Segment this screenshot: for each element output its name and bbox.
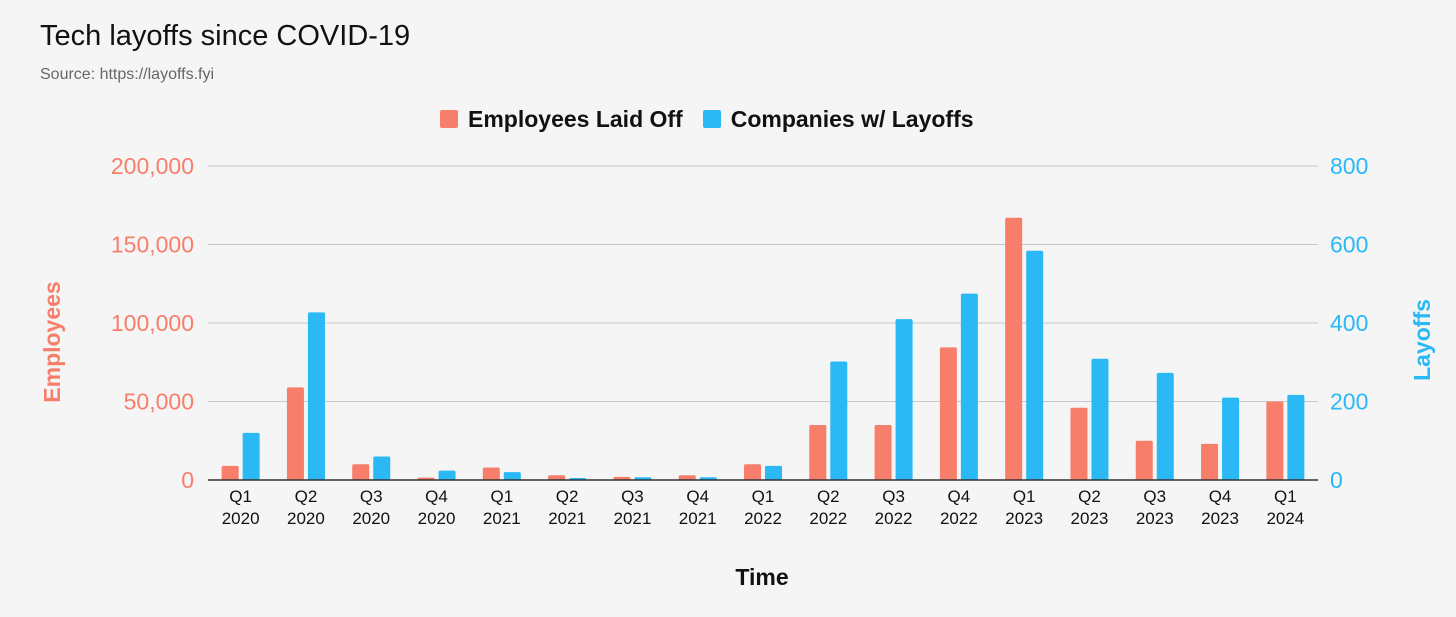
legend-label-employees: Employees Laid Off <box>468 105 683 132</box>
bar-employees-laid-off <box>1070 407 1088 480</box>
bar-companies-with-layoffs <box>1222 397 1240 480</box>
x-tick-label: 2023 <box>1201 509 1239 528</box>
bar-employees-laid-off <box>548 475 566 480</box>
x-tick-label: Q1 <box>752 487 775 506</box>
x-tick-label: 2020 <box>418 509 456 528</box>
bar-companies-with-layoffs <box>307 312 325 480</box>
x-tick-label: 2021 <box>613 509 651 528</box>
y-tick-label-right: 400 <box>1330 310 1368 336</box>
y-tick-label-left: 200,000 <box>111 153 194 179</box>
bar-employees-laid-off <box>1005 217 1023 480</box>
bar-companies-with-layoffs <box>765 465 782 480</box>
x-tick-label: 2021 <box>483 509 521 528</box>
legend-item-companies: Companies w/ Layoffs <box>702 105 974 133</box>
x-tick-label: Q4 <box>948 487 971 506</box>
x-tick-label: 2020 <box>222 509 260 528</box>
x-tick-label: Q1 <box>1013 487 1036 506</box>
bar-employees-laid-off <box>1135 440 1153 480</box>
x-tick-label: 2023 <box>1136 509 1174 528</box>
bar-companies-with-layoffs <box>373 456 391 480</box>
bar-companies-with-layoffs <box>960 293 978 480</box>
x-tick-label: Q1 <box>1274 487 1297 506</box>
bar-employees-laid-off <box>678 475 696 480</box>
bar-companies-with-layoffs <box>830 361 848 480</box>
x-tick-label: 2022 <box>875 509 913 528</box>
bar-employees-laid-off <box>1201 443 1219 480</box>
bar-companies-with-layoffs <box>1287 394 1305 480</box>
x-tick-label: Q1 <box>229 487 252 506</box>
legend: Employees Laid Off Companies w/ Layoffs <box>440 104 974 134</box>
y-tick-label-right: 0 <box>1330 467 1343 493</box>
x-tick-label: Q4 <box>686 487 709 506</box>
x-tick-label: Q3 <box>1143 487 1166 506</box>
bar-companies-with-layoffs <box>895 319 913 480</box>
bar-employees-laid-off <box>744 464 761 480</box>
bar-employees-laid-off <box>613 476 631 480</box>
x-tick-label: 2020 <box>287 509 325 528</box>
x-tick-label: 2023 <box>1005 509 1043 528</box>
chart-title: Tech layoffs since COVID-19 <box>40 20 411 52</box>
bar-companies-with-layoffs <box>503 472 521 480</box>
x-tick-label: Q3 <box>360 487 383 506</box>
bar-employees-laid-off <box>939 347 957 480</box>
x-tick-label: Q2 <box>556 487 579 506</box>
bar-companies-with-layoffs <box>1026 250 1044 480</box>
x-tick-label: Q4 <box>425 487 448 506</box>
y-tick-label-left: 100,000 <box>111 310 194 336</box>
x-tick-label: 2021 <box>548 509 586 528</box>
x-tick-label: 2020 <box>352 509 390 528</box>
x-tick-label: Q2 <box>817 487 840 506</box>
y-tick-label-right: 800 <box>1330 153 1368 179</box>
x-tick-label: 2023 <box>1071 509 1109 528</box>
bar-employees-laid-off <box>286 387 304 480</box>
y-tick-label-left: 0 <box>181 467 194 493</box>
bar-employees-laid-off <box>1266 401 1284 480</box>
bar-companies-with-layoffs <box>1091 358 1109 480</box>
bar-employees-laid-off <box>352 464 370 480</box>
x-tick-label: 2022 <box>809 509 847 528</box>
x-tick-label: Q3 <box>882 487 905 506</box>
bar-companies-with-layoffs <box>242 432 260 480</box>
y-axis-label-right: Layoffs <box>1409 299 1435 381</box>
x-tick-label: Q2 <box>295 487 318 506</box>
legend-swatch-companies <box>702 110 721 128</box>
y-tick-label-right: 600 <box>1330 232 1368 258</box>
y-tick-label-left: 50,000 <box>124 389 194 415</box>
bar-employees-laid-off <box>809 425 827 480</box>
bar-companies-with-layoffs <box>1156 372 1174 480</box>
x-tick-label: Q2 <box>1078 487 1101 506</box>
y-tick-label-left: 150,000 <box>111 232 194 258</box>
legend-label-companies: Companies w/ Layoffs <box>730 105 974 132</box>
gridlines <box>208 165 1318 402</box>
bars <box>221 217 1305 480</box>
y-tick-label-right: 200 <box>1330 389 1368 415</box>
legend-item-employees: Employees Laid Off <box>440 106 683 133</box>
x-tick-label: 2022 <box>744 509 782 528</box>
x-tick-label: Q4 <box>1209 487 1232 506</box>
x-tick-label: 2022 <box>940 509 978 528</box>
bar-employees-laid-off <box>482 467 500 480</box>
bar-employees-laid-off <box>874 425 892 480</box>
legend-swatch-employees <box>440 110 458 128</box>
x-tick-label: Q1 <box>490 487 513 506</box>
axes: 0 0 50,000 200 100,000 400 150,000 600 200,000 80… <box>111 153 1369 528</box>
x-tick-label: Q3 <box>621 487 644 506</box>
x-tick-label: 2021 <box>679 509 717 528</box>
bar-employees-laid-off <box>221 465 239 480</box>
chart-subtitle: Source: https://layoffs.fyi <box>40 66 215 83</box>
x-axis-label: Time <box>735 564 788 590</box>
bar-companies-with-layoffs <box>438 470 456 480</box>
y-axis-label-left: Employees <box>39 281 65 402</box>
x-tick-label: 2024 <box>1266 509 1304 528</box>
